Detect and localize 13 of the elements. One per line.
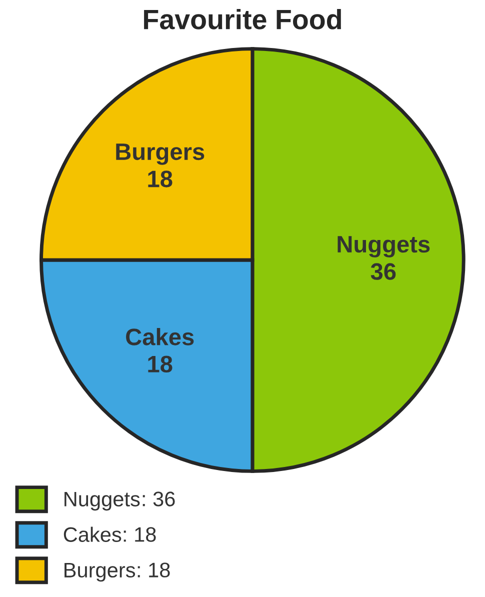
text: : 18: [138, 562, 170, 578]
slice-label: Nuggets: [338, 236, 430, 258]
text: : 36: [142, 492, 175, 506]
slice-label: Burgers: [116, 144, 204, 165]
legend-label: Cakes: [64, 526, 122, 542]
legend-label: Burgers: [64, 562, 136, 582]
data-label: 18: [148, 356, 172, 372]
data-label: 18: [148, 170, 172, 188]
slice-label: Cakes: [126, 328, 194, 346]
text: : 18: [124, 527, 156, 542]
data-label: 36: [370, 263, 396, 280]
legend-label: Nuggets: [64, 492, 140, 511]
chart-title: Favourite Food: [144, 8, 341, 30]
